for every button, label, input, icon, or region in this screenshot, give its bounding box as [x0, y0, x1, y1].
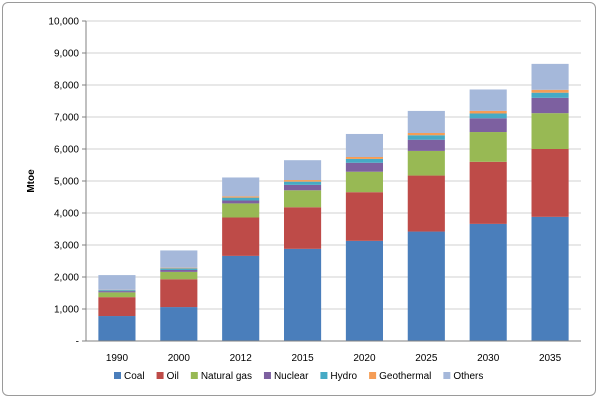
- bar-segment-oil: [469, 161, 507, 224]
- bar-segment-oil: [531, 149, 569, 217]
- x-tick-label: 2012: [230, 353, 253, 364]
- y-tick-label: 4,000: [54, 209, 79, 220]
- legend-label: Natural gas: [201, 371, 252, 382]
- bar-segment-oil: [98, 297, 136, 317]
- y-tick-label: 9,000: [54, 49, 79, 60]
- y-tick-label: 2,000: [54, 273, 79, 284]
- legend-label: Geothermal: [379, 371, 431, 382]
- x-tick-label: 2015: [291, 353, 314, 364]
- x-tick-label: 2035: [539, 353, 562, 364]
- bar-segment-hydro: [469, 113, 507, 119]
- bar-segment-nuclear: [469, 118, 507, 133]
- bar-segment-others: [531, 63, 569, 90]
- y-tick-label: 8,000: [54, 81, 79, 92]
- legend-label: Oil: [167, 371, 179, 382]
- bars: [98, 63, 569, 341]
- bar-segment-nuclear: [98, 291, 136, 293]
- bar-segment-others: [98, 275, 136, 290]
- x-tick-label: 2000: [168, 353, 191, 364]
- bar-segment-coal: [345, 240, 383, 341]
- legend-label: Others: [453, 371, 483, 382]
- bar-segment-oil: [160, 279, 198, 308]
- legend-swatch: [263, 372, 271, 379]
- bar-segment-nuclear: [407, 139, 445, 151]
- bar-segment-natural-gas: [222, 203, 260, 218]
- legend-swatch: [369, 372, 377, 379]
- bar-segment-natural-gas: [98, 292, 136, 298]
- bar-segment-natural-gas: [345, 171, 383, 193]
- bar-segment-geothermal: [222, 196, 260, 198]
- bar-segment-coal: [469, 223, 507, 341]
- bar-segment-coal: [407, 231, 445, 341]
- x-tick-label: 2025: [415, 353, 438, 364]
- legend-swatch: [320, 372, 328, 379]
- bar-segment-others: [222, 177, 260, 197]
- bar-segment-nuclear: [222, 200, 260, 204]
- bar-segment-geothermal: [407, 133, 445, 136]
- bar-segment-geothermal: [469, 110, 507, 114]
- bar-segment-hydro: [531, 92, 569, 98]
- bar-segment-hydro: [222, 197, 260, 201]
- legend-swatch: [156, 372, 164, 379]
- bar-segment-nuclear: [345, 162, 383, 172]
- bar-segment-coal: [531, 216, 569, 341]
- bar-segment-coal: [160, 307, 198, 341]
- bar-segment-others: [469, 89, 507, 111]
- bar-segment-nuclear: [531, 97, 569, 114]
- bar-segment-coal: [284, 248, 322, 341]
- legend-swatch: [443, 372, 451, 379]
- bar-segment-oil: [345, 192, 383, 241]
- legend-label: Nuclear: [274, 371, 309, 382]
- bar-segment-hydro: [407, 135, 445, 140]
- legend-label: Hydro: [330, 371, 357, 382]
- bar-segment-hydro: [345, 158, 383, 163]
- y-tick-label: 6,000: [54, 145, 79, 156]
- y-tick-label: 7,000: [54, 113, 79, 124]
- y-tick-label: -: [76, 337, 79, 348]
- x-tick-label: 1990: [106, 353, 129, 364]
- bar-segment-geothermal: [284, 180, 322, 182]
- legend-label: Coal: [124, 371, 145, 382]
- bar-segment-coal: [222, 255, 260, 341]
- y-axis-title: Mtoe: [26, 169, 37, 193]
- bar-segment-geothermal: [531, 89, 569, 93]
- bar-segment-others: [345, 133, 383, 157]
- bar-segment-others: [407, 110, 445, 133]
- bar-segment-oil: [284, 207, 322, 249]
- stacked-bar-chart: - 1,000 2,000 3,000 4,000 5,000 6,000 7,000 8,00…: [26, 17, 581, 382]
- bar-segment-natural-gas: [284, 190, 322, 208]
- x-tick-label: 2020: [353, 353, 376, 364]
- bar-segment-geothermal: [345, 157, 383, 159]
- legend-swatch: [114, 372, 121, 379]
- bar-segment-nuclear: [160, 269, 198, 272]
- bar-segment-geothermal: [160, 267, 198, 269]
- bar-segment-others: [284, 160, 322, 181]
- bar-segment-natural-gas: [160, 271, 198, 280]
- y-tick-label: 10,000: [48, 17, 79, 28]
- chart-frame: - 1,000 2,000 3,000 4,000 5,000 6,000 7,000 8,00…: [2, 2, 596, 396]
- bar-segment-natural-gas: [469, 132, 507, 162]
- bar-segment-others: [160, 250, 198, 268]
- bar-segment-hydro: [160, 268, 198, 270]
- bar-segment-natural-gas: [407, 150, 445, 176]
- y-tick-label: 1,000: [54, 305, 79, 316]
- bar-segment-oil: [407, 175, 445, 232]
- bar-segment-natural-gas: [531, 113, 569, 149]
- x-tick-label: 2030: [477, 353, 500, 364]
- axes: - 1,000 2,000 3,000 4,000 5,000 6,000 7,000 8,00…: [48, 17, 581, 364]
- legend-swatch: [190, 372, 198, 379]
- legend: Coal Oil Natural gas Nuclear Hydro Geothermal…: [114, 371, 483, 382]
- bar-segment-nuclear: [284, 184, 322, 191]
- bar-segment-hydro: [98, 290, 136, 292]
- y-tick-label: 3,000: [54, 241, 79, 252]
- bar-segment-coal: [98, 316, 136, 341]
- bar-segment-hydro: [284, 181, 322, 185]
- bar-segment-oil: [222, 217, 260, 256]
- y-tick-label: 5,000: [54, 177, 79, 188]
